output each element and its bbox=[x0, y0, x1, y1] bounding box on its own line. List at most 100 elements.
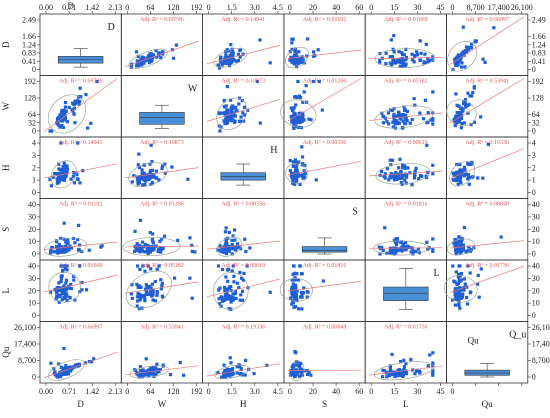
ytick-label-right: 1.66 bbox=[532, 32, 546, 41]
scatter-point bbox=[230, 238, 234, 242]
scatter-point bbox=[378, 61, 382, 65]
scatter-point bbox=[223, 368, 227, 373]
scatter-point bbox=[458, 175, 462, 179]
scatter-point bbox=[59, 279, 63, 284]
scatter-point bbox=[405, 109, 410, 113]
scatter-point bbox=[469, 248, 474, 252]
scatter-point bbox=[297, 172, 301, 176]
scatter-point bbox=[462, 121, 467, 125]
scatter-point bbox=[296, 61, 301, 65]
scatter-point bbox=[300, 307, 304, 311]
scatter-point bbox=[404, 362, 408, 366]
scatter-point bbox=[456, 272, 461, 276]
scatter-point bbox=[292, 363, 296, 367]
scatter-point bbox=[295, 363, 299, 367]
ytick-label-left: 1.66 bbox=[22, 32, 36, 41]
scatter-point bbox=[391, 249, 395, 253]
scatter-point bbox=[129, 65, 133, 69]
scatter-point bbox=[297, 50, 301, 54]
scatter-point bbox=[265, 363, 269, 367]
scatter-point bbox=[302, 90, 306, 94]
scatter-point bbox=[223, 293, 228, 297]
scatter-point bbox=[465, 302, 470, 306]
scatter-point bbox=[147, 370, 151, 374]
scatter-point bbox=[61, 125, 66, 130]
scatter-point bbox=[289, 106, 293, 110]
xtick-label-top: 4.5 bbox=[273, 3, 283, 12]
scatter-point bbox=[170, 48, 174, 52]
scatter-point bbox=[239, 367, 243, 372]
scatter-point bbox=[143, 371, 147, 375]
ytick-label-left: 0.41 bbox=[22, 57, 36, 66]
scatter-point bbox=[392, 107, 396, 111]
scatter-point bbox=[55, 181, 59, 185]
scatter-point bbox=[58, 294, 62, 299]
scatter-point bbox=[52, 367, 56, 371]
fit-line bbox=[206, 98, 281, 122]
scatter-point bbox=[222, 245, 226, 249]
scatter-point bbox=[58, 175, 62, 179]
scatter-point bbox=[61, 269, 65, 274]
scatter-point bbox=[455, 294, 460, 298]
scatter-point bbox=[238, 48, 242, 53]
scatter-point bbox=[391, 251, 395, 255]
ytick-label-right: 0 bbox=[532, 188, 536, 197]
scatter-point bbox=[468, 271, 472, 275]
diagonal-label-S: S bbox=[352, 207, 358, 218]
scatter-point bbox=[292, 264, 296, 268]
scatter-point bbox=[295, 169, 299, 173]
scatter-point bbox=[143, 269, 147, 273]
scatter-point bbox=[64, 173, 68, 177]
scatter-point bbox=[57, 162, 61, 166]
scatter-point bbox=[268, 61, 272, 65]
diagonal-label-L: L bbox=[433, 268, 439, 279]
confidence-ellipse bbox=[213, 272, 249, 310]
scatter-point bbox=[431, 111, 435, 115]
scatter-point bbox=[58, 374, 62, 378]
scatter-point bbox=[146, 372, 150, 376]
scatter-point bbox=[387, 122, 391, 126]
scatter-point bbox=[138, 218, 143, 223]
scatter-point bbox=[233, 292, 238, 296]
scatter-point bbox=[463, 65, 467, 69]
scatter-point bbox=[63, 171, 67, 175]
scatter-point bbox=[239, 115, 243, 119]
scatter-point bbox=[410, 183, 414, 187]
adj-r2-label: Adj. R² = 0.00849 bbox=[303, 325, 347, 331]
scatter-point bbox=[78, 99, 82, 103]
scatter-point bbox=[48, 129, 52, 133]
xtick-label-top: 0 bbox=[451, 3, 455, 12]
scatter-point bbox=[135, 282, 139, 287]
scatter-point bbox=[160, 294, 165, 298]
ytick-label-left: 30 bbox=[28, 274, 36, 283]
points-L-vs-Qu bbox=[450, 264, 483, 310]
scatter-point bbox=[155, 55, 159, 59]
scatter-point bbox=[381, 248, 385, 253]
fit-line bbox=[206, 278, 280, 298]
xtick-label-top: 26,100 bbox=[511, 3, 533, 12]
scatter-point bbox=[163, 171, 167, 175]
scatter-point bbox=[401, 119, 405, 124]
confidence-ellipse bbox=[125, 270, 172, 309]
scatter-point bbox=[95, 79, 99, 84]
scatter-point bbox=[291, 272, 295, 276]
scatter-point bbox=[457, 235, 461, 239]
scatter-point bbox=[390, 158, 395, 162]
scatter-point bbox=[462, 165, 466, 169]
scatter-point bbox=[242, 105, 246, 109]
xtick-label-bottom: 20 bbox=[309, 387, 317, 396]
scatter-point bbox=[168, 373, 173, 377]
scatter-point bbox=[460, 61, 464, 65]
scatter-point bbox=[225, 245, 229, 250]
scatter-point bbox=[293, 95, 297, 99]
scatter-point bbox=[230, 371, 234, 375]
scatter-point bbox=[238, 270, 242, 275]
scatter-point bbox=[424, 60, 428, 64]
scatter-point bbox=[383, 172, 387, 176]
scatter-point bbox=[78, 264, 82, 268]
scatter-point bbox=[140, 55, 144, 59]
scatter-point bbox=[305, 37, 310, 41]
scatter-point bbox=[156, 51, 161, 55]
scatter-point bbox=[297, 94, 302, 98]
scatter-point bbox=[161, 52, 165, 56]
